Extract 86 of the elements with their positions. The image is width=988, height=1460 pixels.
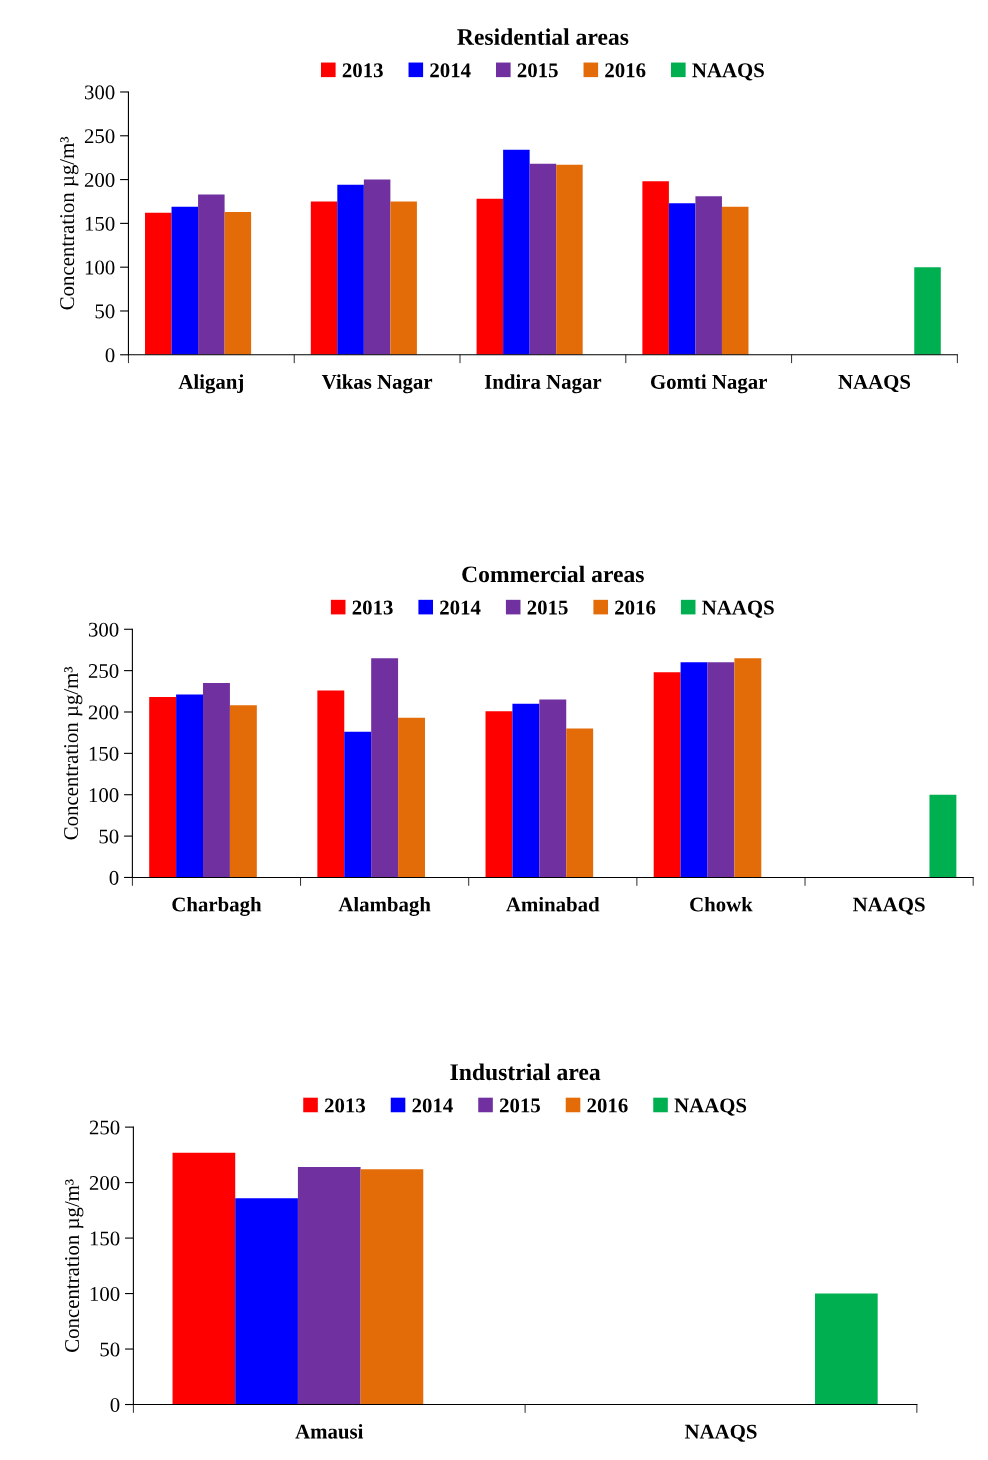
chart-title: Commercial areas [462, 565, 644, 583]
bar [149, 697, 177, 878]
legend-label: NAAQS [674, 1098, 747, 1116]
bar [337, 184, 364, 355]
bar [344, 731, 372, 878]
x-tick-label: Indira Nagar [484, 374, 602, 394]
x-tick-label: NAAQS [838, 374, 911, 393]
bar [707, 662, 735, 878]
y-tick-label: 150 [85, 216, 115, 231]
bar [653, 672, 681, 878]
bar [695, 196, 722, 355]
bar [929, 794, 957, 878]
y-tick-label: 300 [88, 622, 119, 637]
bar [680, 662, 708, 878]
bar [203, 683, 230, 878]
y-tick-label: 100 [85, 260, 115, 275]
x-tick-label: NAAQS [853, 897, 925, 915]
bar [363, 179, 391, 355]
bar [512, 703, 540, 878]
legend-label: 2013 [352, 600, 393, 615]
bar [310, 201, 338, 355]
legend-label: 2016 [615, 600, 656, 615]
y-tick-label: 300 [84, 85, 115, 100]
bar [371, 658, 399, 878]
y-tick-label: 50 [95, 304, 115, 319]
bar [734, 658, 762, 878]
legend-label: 2016 [587, 1098, 628, 1113]
bar [317, 690, 345, 878]
legend-label: 2013 [324, 1098, 366, 1113]
y-tick-label: 250 [88, 664, 119, 679]
legend-label: NAAQS [702, 600, 774, 618]
y-tick-label: 100 [89, 788, 119, 803]
y-tick-label: 0 [110, 1397, 120, 1412]
legend-label: 2016 [605, 63, 646, 78]
x-tick-label: Amausi [295, 1423, 364, 1439]
bar [556, 164, 583, 355]
bar [171, 206, 199, 355]
legend-label: 2015 [527, 600, 568, 615]
y-tick-label: 0 [105, 348, 115, 363]
y-tick-label: 50 [100, 1342, 120, 1357]
bar [145, 212, 172, 355]
bar [539, 699, 567, 878]
y-tick-label: 200 [84, 172, 115, 188]
y-axis-title: Concentration µg/m³ [60, 136, 79, 310]
bar [529, 163, 557, 355]
x-tick-label: Aliganj [178, 374, 244, 394]
chart-title: Industrial area [450, 1063, 601, 1081]
y-tick-label: 100 [90, 1286, 120, 1301]
y-tick-label: 200 [88, 705, 119, 720]
bar [398, 717, 425, 878]
legend-label: 2015 [517, 63, 558, 78]
chart-title: Residential areas [457, 28, 629, 45]
bar [229, 705, 257, 878]
legend-label: 2014 [430, 63, 471, 78]
bar [390, 201, 417, 355]
legend-label: 2013 [342, 63, 383, 78]
bar [721, 206, 749, 355]
x-tick-label: Charbagh [172, 896, 262, 916]
y-tick-label: 0 [109, 870, 119, 885]
bar [914, 267, 941, 355]
y-tick-label: 150 [89, 746, 119, 761]
y-tick-label: 200 [89, 1175, 120, 1191]
y-tick-label: 150 [90, 1231, 120, 1246]
bar [668, 203, 696, 355]
legend-label: NAAQS [692, 63, 764, 81]
bar [224, 211, 252, 355]
legend-label: 2014 [412, 1098, 453, 1113]
bar [566, 728, 594, 878]
y-tick-label: 50 [99, 829, 119, 844]
bar [642, 181, 669, 355]
bar [176, 694, 204, 878]
x-tick-label: Vikas Nagar [321, 374, 433, 394]
bar [503, 149, 530, 355]
bar [198, 194, 225, 355]
y-axis-title: Concentration µg/m³ [65, 1179, 84, 1352]
x-tick-label: Aminabad [506, 896, 600, 912]
bar [476, 198, 504, 355]
legend-label: 2014 [440, 600, 481, 615]
y-tick-label: 250 [89, 1120, 120, 1135]
y-axis-title: Concentration µg/m³ [64, 666, 83, 840]
legend-label: 2015 [499, 1098, 540, 1113]
x-tick-label: Alambagh [338, 896, 431, 916]
x-tick-label: Gomti Nagar [650, 374, 767, 394]
bar [485, 711, 513, 878]
x-tick-label: Chowk [690, 896, 753, 912]
y-tick-label: 250 [84, 129, 115, 144]
